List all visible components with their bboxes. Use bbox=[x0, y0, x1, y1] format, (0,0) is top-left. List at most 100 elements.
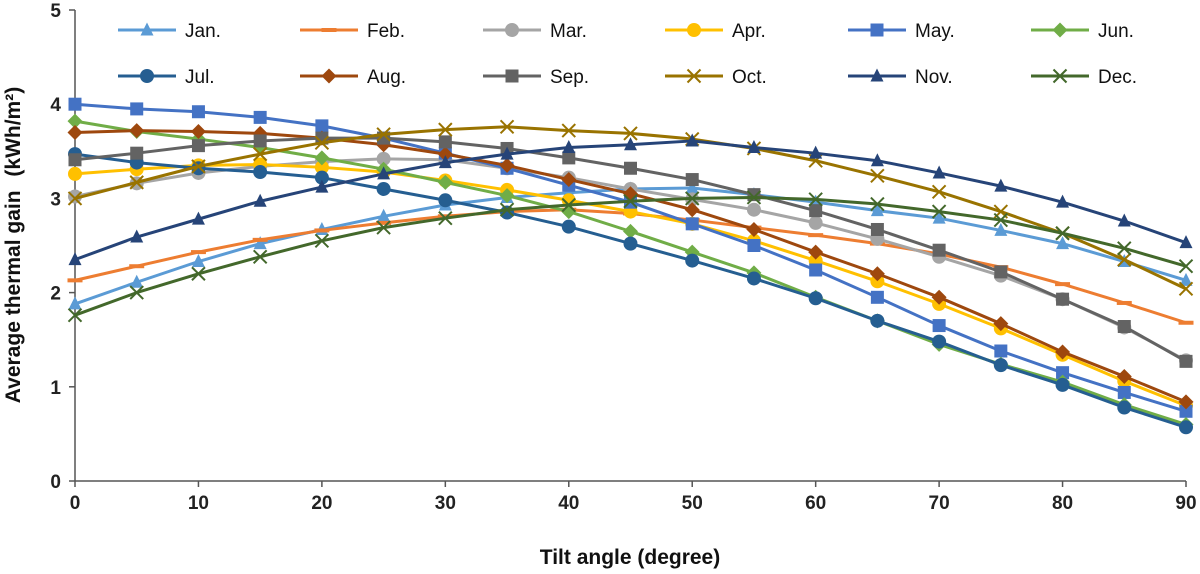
data-point-sep bbox=[932, 243, 946, 257]
y-tick-label: 3 bbox=[50, 189, 61, 210]
data-point-aug bbox=[1055, 344, 1071, 360]
legend-marker-feb bbox=[321, 28, 337, 32]
data-point-dec-stroke bbox=[376, 220, 391, 235]
legend-marker-oct-stroke bbox=[686, 68, 702, 84]
y-tick-label: 4 bbox=[50, 95, 61, 116]
data-point-jan bbox=[994, 222, 1008, 236]
data-point-mar bbox=[808, 215, 823, 230]
y-tick-label: 0 bbox=[50, 472, 61, 493]
data-point-jan bbox=[191, 254, 205, 268]
data-point-dec bbox=[1055, 226, 1070, 241]
data-point-may bbox=[747, 239, 761, 252]
legend-label-sep: Sep. bbox=[550, 67, 589, 88]
data-point-may bbox=[994, 344, 1008, 358]
data-point-oct bbox=[129, 175, 144, 190]
data-point-oct-stroke bbox=[561, 123, 576, 138]
data-point-nov bbox=[747, 140, 761, 154]
data-point-aug bbox=[808, 244, 824, 260]
data-point-dec-stroke bbox=[499, 202, 515, 217]
data-point-sep bbox=[747, 188, 761, 202]
data-point-oct-stroke bbox=[129, 175, 144, 190]
legend-item-dec: Dec. bbox=[1031, 67, 1137, 88]
data-point-aug bbox=[746, 221, 762, 237]
y-tick-label: 5 bbox=[50, 1, 61, 22]
data-point-oct-stroke bbox=[438, 122, 453, 137]
data-point-may bbox=[68, 97, 82, 111]
data-point-nov bbox=[562, 140, 576, 154]
data-point-dec-stroke bbox=[808, 192, 823, 207]
data-point-mar bbox=[746, 202, 761, 217]
data-point-dec bbox=[623, 194, 638, 209]
data-point-dec bbox=[252, 249, 268, 265]
legend-item-nov: Nov. bbox=[848, 67, 953, 88]
data-point-feb bbox=[190, 250, 206, 255]
data-point-dec-stroke bbox=[314, 233, 330, 248]
data-point-dec-stroke bbox=[623, 194, 638, 209]
data-point-nov bbox=[315, 179, 329, 193]
data-point-jun bbox=[67, 113, 83, 129]
data-point-dec bbox=[499, 202, 515, 217]
data-point-may bbox=[1056, 366, 1070, 380]
data-point-nov bbox=[1117, 213, 1131, 227]
data-point-sep bbox=[994, 265, 1008, 279]
y-tick-label: 2 bbox=[50, 284, 61, 305]
data-point-jul bbox=[1117, 400, 1132, 415]
x-tick-label: 50 bbox=[682, 493, 703, 514]
data-point-nov bbox=[500, 146, 514, 160]
legend-label-may: May. bbox=[915, 21, 955, 42]
y-axis-title-unit: (kWh/m²) bbox=[2, 87, 25, 177]
data-point-feb bbox=[314, 228, 330, 233]
data-point-oct-stroke bbox=[191, 159, 206, 174]
data-point-jun bbox=[437, 174, 453, 190]
legend-item-jul: Jul. bbox=[118, 67, 215, 88]
data-point-nov bbox=[377, 166, 391, 180]
data-point-oct bbox=[252, 146, 268, 162]
data-point-dec bbox=[746, 190, 762, 205]
data-point-sep bbox=[809, 204, 823, 218]
legend-marker-jan bbox=[140, 22, 154, 36]
data-point-nov bbox=[685, 133, 699, 147]
data-point-dec-stroke bbox=[931, 204, 947, 219]
data-point-nov bbox=[68, 252, 82, 266]
data-point-jan bbox=[870, 203, 884, 217]
data-point-sep bbox=[1179, 354, 1193, 368]
data-point-dec-stroke bbox=[1055, 226, 1070, 241]
legend-item-jan: Jan. bbox=[118, 21, 221, 42]
data-point-oct bbox=[1117, 252, 1132, 267]
data-point-oct bbox=[67, 191, 83, 206]
legend-item-sep: Sep. bbox=[483, 67, 589, 88]
data-point-jan bbox=[685, 180, 699, 194]
data-point-feb bbox=[808, 233, 824, 238]
legend-item-oct: Oct. bbox=[665, 67, 767, 88]
data-point-may bbox=[130, 102, 144, 116]
data-point-sep bbox=[253, 134, 267, 148]
data-point-oct bbox=[314, 135, 330, 151]
data-point-oct bbox=[1178, 281, 1194, 297]
data-point-dec bbox=[67, 308, 83, 323]
data-point-feb bbox=[252, 237, 268, 242]
x-tick-label: 0 bbox=[70, 493, 81, 514]
legend-label-jun: Jun. bbox=[1098, 21, 1134, 42]
data-point-dec-stroke bbox=[129, 285, 144, 300]
data-point-dec-stroke bbox=[746, 190, 762, 205]
legend-item-may: May. bbox=[848, 21, 955, 42]
data-point-feb bbox=[376, 220, 392, 225]
data-point-dec bbox=[870, 196, 885, 212]
x-tick-label: 80 bbox=[1052, 493, 1073, 514]
data-point-jul bbox=[993, 358, 1008, 373]
data-point-dec-stroke bbox=[67, 308, 83, 323]
legend-marker-sep bbox=[505, 69, 519, 83]
legend-item-feb: Feb. bbox=[300, 21, 405, 42]
data-point-sep bbox=[624, 161, 637, 175]
data-point-may bbox=[870, 290, 884, 304]
data-point-aug bbox=[931, 289, 947, 305]
x-axis-title: Tilt angle (degree) bbox=[540, 546, 720, 569]
data-point-oct bbox=[438, 122, 453, 137]
data-point-dec-stroke bbox=[685, 191, 700, 206]
data-point-oct bbox=[623, 126, 638, 141]
legend-marker-mar bbox=[505, 23, 519, 37]
data-point-jul bbox=[1055, 377, 1070, 392]
legend-marker-jun bbox=[1052, 22, 1068, 38]
data-point-oct-stroke bbox=[376, 127, 391, 142]
x-tick-label: 40 bbox=[558, 493, 579, 514]
